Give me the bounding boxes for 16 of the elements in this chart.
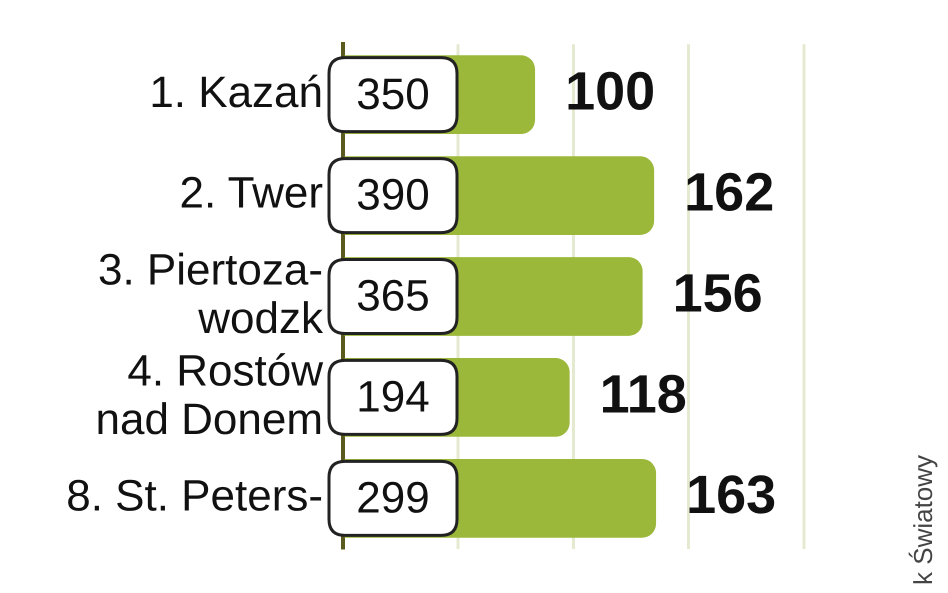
annotation: 390 (356, 170, 430, 220)
y-tick-label: 2. Twer (180, 168, 323, 218)
data-label: 162 (684, 162, 774, 222)
data-label: 163 (686, 465, 776, 526)
data-label: 118 (600, 364, 687, 424)
data-label: 156 (672, 263, 763, 324)
annotation: k Światowy (908, 454, 938, 585)
annotation: 365 (356, 272, 430, 321)
y-tick-label: 8. St. Peters- (66, 471, 323, 520)
data-label: 100 (565, 62, 656, 122)
annotation: 299 (356, 473, 430, 522)
y-tick-label: 3. Piertoza- wodzk (98, 245, 324, 343)
y-tick-label: 4. Rostów nad Donem (96, 346, 324, 444)
y-tick-label: 1. Kazań (149, 68, 323, 117)
annotation: 350 (356, 70, 430, 119)
annotation: 194 (356, 372, 430, 422)
